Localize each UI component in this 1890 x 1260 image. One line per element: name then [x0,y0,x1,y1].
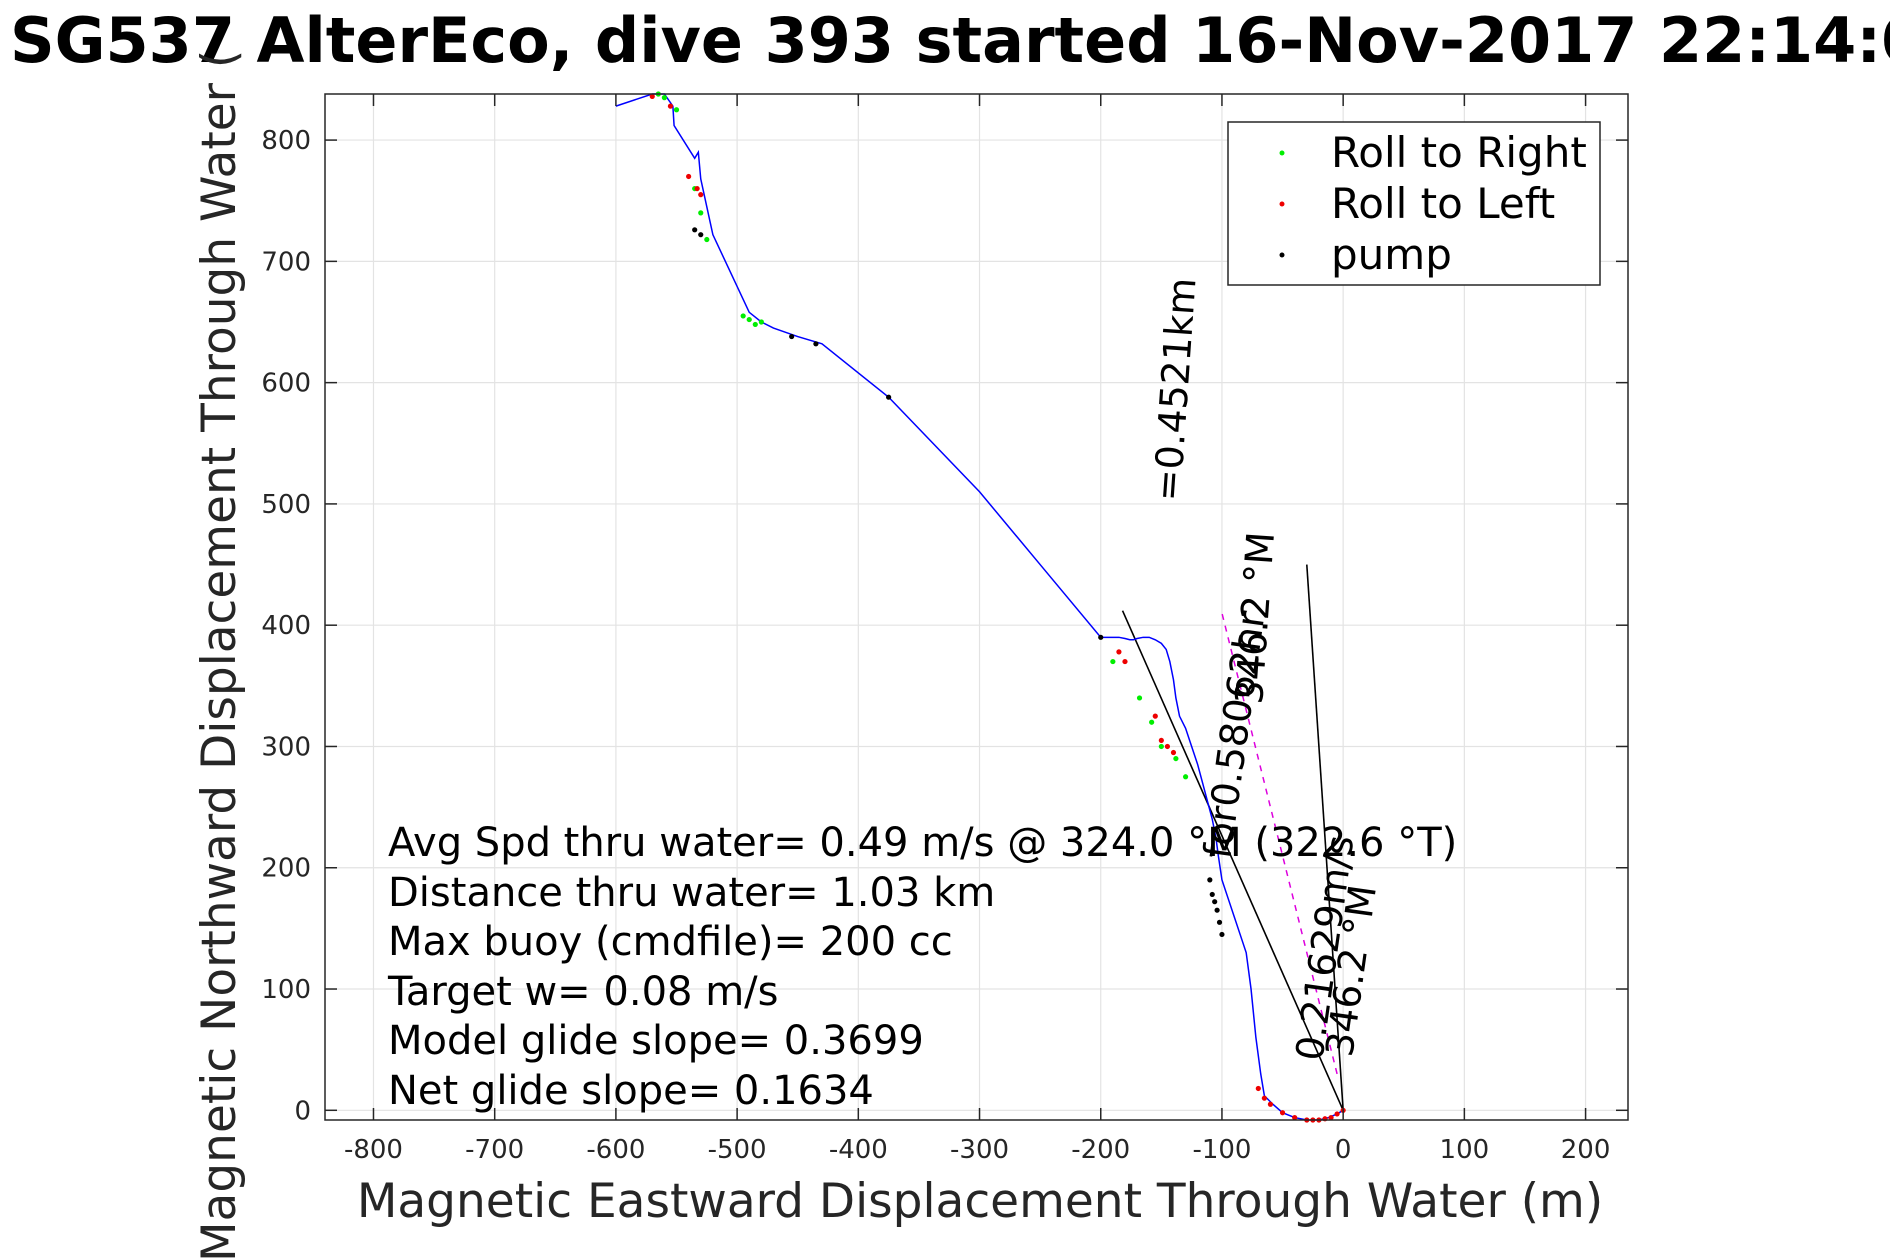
info-line-max-buoy: Max buoy (cmdfile)= 200 cc [388,919,953,965]
x-axis-label: Magnetic Eastward Displacement Through W… [357,1174,1603,1229]
point-pump [1212,899,1218,905]
legend-label-pump: pump [1331,230,1452,279]
reference-line-2 [1305,564,1344,1111]
point-roll-to-left [698,192,704,198]
plot-frame [324,93,1629,1121]
info-line-avg-speed: Avg Spd thru water= 0.49 m/s @ 324.0 °M … [388,820,1457,866]
point-roll-to-right [1173,755,1179,762]
x-tick-label: -300 [950,1135,1009,1165]
legend-marker-pump [1279,252,1285,258]
point-roll-to-left [1170,749,1177,756]
y-tick-label: 300 [261,732,311,762]
point-roll-to-right [758,319,764,325]
point-roll-to-right [704,236,710,243]
chart-title: SG537 AlterEco, dive 393 started 16-Nov-… [10,4,1890,77]
point-roll-to-right [1110,658,1116,665]
markers-group [649,91,1346,1123]
point-roll-to-left [1122,658,1128,665]
y-ticks: 0 100 200 300 400 500 600 700 800 [261,126,1628,1126]
y-tick-label: 0 [294,1096,311,1126]
point-roll-to-left [1279,1110,1286,1116]
x-tick-label: -100 [1192,1135,1251,1165]
point-pump [1214,907,1220,913]
x-tick-label: -800 [344,1135,403,1165]
x-ticks: -800 -700 -600 -500 -400 -300 -200 -100 0 100 200 [344,94,1610,1165]
legend-label-roll-left: Roll to Left [1331,179,1555,228]
point-roll-to-left [1261,1095,1267,1101]
info-block: Avg Spd thru water= 0.49 m/s @ 324.0 °M … [387,820,1457,1114]
y-tick-label: 100 [261,975,311,1005]
point-roll-to-left [1255,1085,1261,1092]
point-roll-to-right [673,107,680,113]
y-tick-label: 400 [261,611,311,641]
legend-box [1227,121,1601,286]
x-tick-label: -200 [1071,1135,1130,1165]
point-pump [1219,931,1225,938]
x-tick-label: 200 [1561,1135,1611,1165]
point-roll-to-left [1267,1101,1274,1107]
point-pump [886,394,892,400]
point-roll-to-right [1158,743,1164,750]
point-roll-to-left [1158,737,1164,744]
point-roll-to-right [1136,695,1143,701]
point-pump [698,232,704,238]
y-tick-label: 500 [261,490,311,520]
point-roll-to-left [649,93,655,100]
point-roll-to-left [667,103,674,109]
point-roll-to-right [661,95,667,101]
y-tick-label: 600 [261,369,311,399]
point-roll-to-right [752,321,758,328]
info-line-model-glide: Model glide slope= 0.3699 [388,1018,924,1064]
point-roll-to-left [1328,1114,1334,1121]
track-line [615,93,1344,1121]
info-line-target-w: Target w= 0.08 m/s [387,969,778,1015]
point-roll-to-right [740,313,746,319]
y-tick-label: 700 [261,247,311,277]
point-roll-to-right [746,316,752,323]
x-tick-label: -400 [829,1135,888,1165]
info-line-distance: Distance thru water= 1.03 km [388,870,995,916]
y-tick-label: 200 [261,854,311,884]
x-tick-label: 100 [1440,1135,1490,1165]
point-roll-to-left [1152,713,1158,719]
legend: Roll to Right Roll to Left pump [1227,121,1601,286]
x-tick-label: -600 [586,1135,645,1165]
track-group [615,93,1344,1121]
info-line-net-glide: Net glide slope= 0.1634 [388,1068,874,1114]
x-tick-label: -700 [465,1135,524,1165]
point-roll-to-left [694,185,700,192]
x-tick-label: 0 [1335,1135,1352,1165]
y-tick-label: 800 [261,126,311,156]
legend-label-roll-right: Roll to Right [1331,128,1587,177]
legend-marker-roll-right [1279,150,1285,156]
point-pump [692,227,698,233]
point-roll-to-left [1116,649,1122,655]
point-pump [813,341,819,347]
point-roll-to-right [698,210,704,216]
legend-marker-roll-left [1279,201,1285,207]
point-pump [1216,919,1223,925]
point-roll-to-left [1292,1114,1298,1121]
point-pump [1207,877,1213,883]
point-roll-to-right [1182,774,1189,780]
point-pump [1209,891,1215,898]
x-tick-label: -500 [708,1135,767,1165]
point-pump [1098,634,1104,640]
point-roll-to-left [686,173,692,180]
point-roll-to-left [1334,1111,1340,1117]
reference-lines [1121,564,1344,1111]
point-pump [789,333,795,340]
point-roll-to-right [1149,719,1155,725]
y-axis-label: Magnetic Northward Displacement Through … [192,50,247,1260]
reference-line-1 [1121,610,1344,1111]
point-roll-to-left [1164,743,1171,750]
